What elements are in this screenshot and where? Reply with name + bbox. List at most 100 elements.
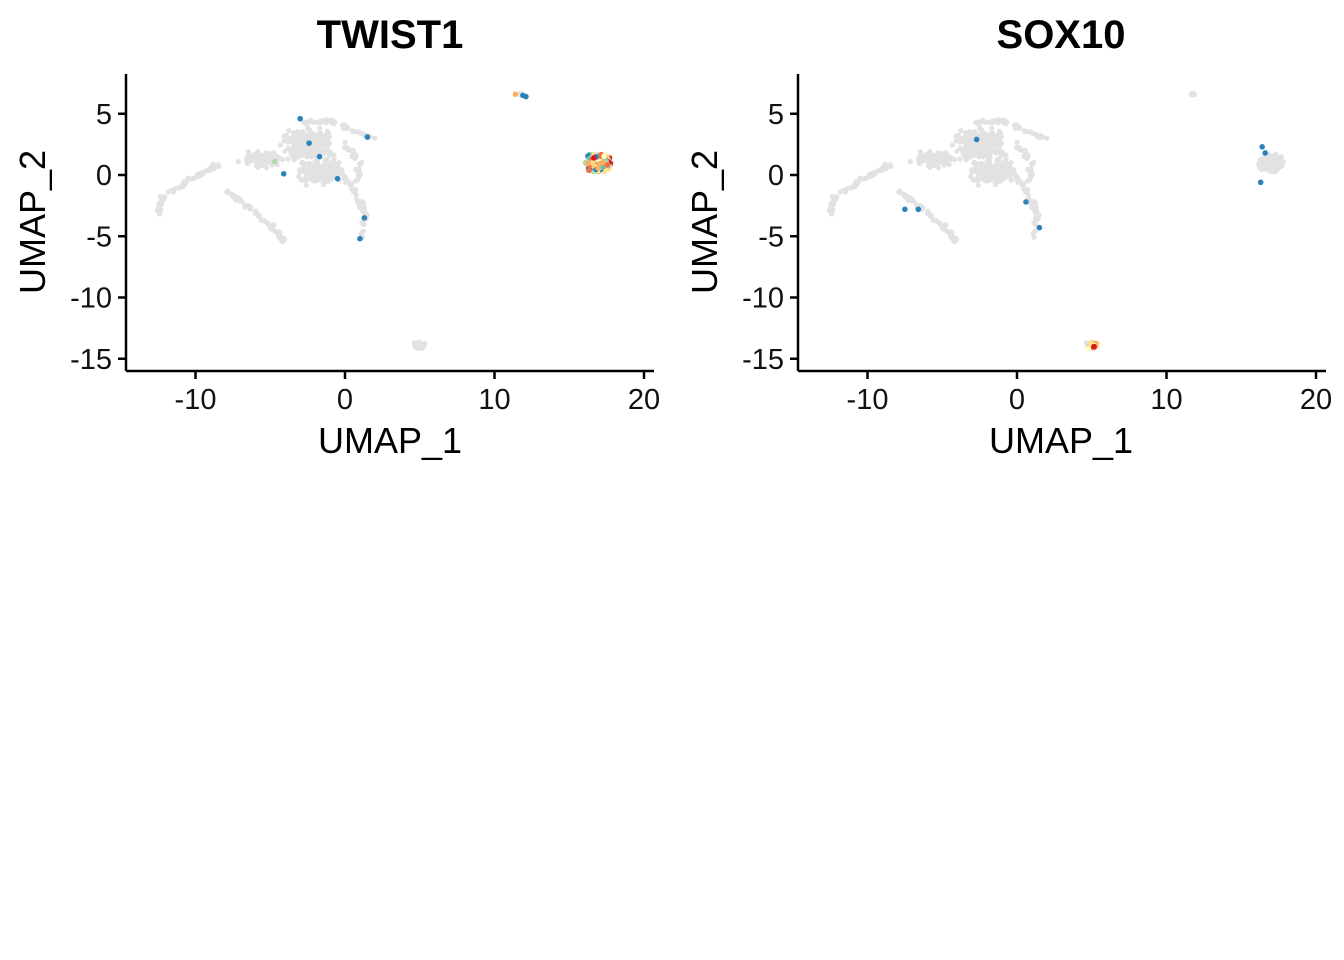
- background-cell: [869, 172, 875, 178]
- background-cell: [960, 136, 966, 142]
- background-cell: [979, 132, 985, 138]
- expressing-cell: [600, 164, 606, 170]
- background-cell: [978, 139, 984, 145]
- expressing-cell: [512, 91, 519, 97]
- background-cell: [358, 200, 364, 206]
- background-cell: [949, 142, 956, 148]
- background-cell: [1189, 92, 1195, 98]
- background-cell: [1031, 220, 1037, 226]
- background-cell: [1020, 181, 1027, 187]
- background-cell: [958, 128, 964, 134]
- expressing-cell: [334, 175, 341, 182]
- background-cell: [288, 136, 294, 142]
- background-cell: [356, 129, 362, 135]
- background-cell: [348, 186, 355, 192]
- background-cell: [335, 161, 341, 167]
- x-tick-label: -10: [847, 384, 889, 416]
- background-cell: [291, 144, 297, 151]
- background-cell: [977, 125, 983, 131]
- background-cell: [888, 163, 894, 169]
- expressing-cell: [1257, 179, 1264, 186]
- background-cell: [261, 156, 267, 162]
- background-cell: [323, 146, 329, 152]
- panel-title: SOX10: [997, 13, 1126, 57]
- background-cell: [324, 130, 330, 136]
- background-cell: [244, 157, 250, 163]
- background-cell: [316, 125, 323, 131]
- scatter-points: [826, 90, 1286, 352]
- expressing-cell: [364, 134, 371, 140]
- background-cell: [298, 177, 305, 183]
- background-cell: [321, 150, 327, 156]
- background-cell: [324, 156, 330, 162]
- background-cell: [299, 159, 305, 165]
- background-cell: [322, 168, 328, 174]
- background-cell: [339, 122, 346, 128]
- x-tick-label: 10: [478, 384, 510, 416]
- background-cell: [307, 160, 313, 167]
- background-cell: [939, 224, 945, 230]
- background-cell: [298, 151, 304, 158]
- expressing-cell: [280, 170, 287, 177]
- background-cell: [308, 117, 314, 123]
- background-cell: [908, 197, 914, 203]
- background-cell: [1011, 122, 1018, 128]
- background-cell: [257, 157, 263, 163]
- background-cell: [301, 132, 307, 138]
- background-cell: [970, 151, 976, 158]
- background-cell: [967, 136, 973, 142]
- background-cell: [307, 132, 313, 138]
- background-cell: [360, 205, 366, 212]
- background-cell: [828, 201, 834, 207]
- background-cell: [296, 167, 303, 173]
- background-cell: [973, 144, 979, 151]
- background-cell: [1008, 177, 1014, 183]
- background-cell: [943, 150, 949, 156]
- background-cell: [1016, 145, 1022, 151]
- expressing-cell: [1036, 224, 1043, 231]
- background-cell: [995, 120, 1001, 126]
- background-cell: [978, 172, 984, 178]
- background-cell: [996, 130, 1002, 136]
- background-cell: [307, 150, 313, 156]
- background-cell: [1044, 135, 1050, 141]
- x-axis-title: UMAP_1: [318, 420, 462, 461]
- background-cell: [992, 173, 998, 179]
- background-cell: [995, 146, 1001, 152]
- y-tick-label: 0: [768, 160, 784, 192]
- x-axis-title: UMAP_1: [989, 420, 1133, 461]
- background-cell: [295, 136, 301, 142]
- expressing-cell: [361, 215, 368, 221]
- background-cell: [359, 220, 365, 226]
- background-cell: [973, 166, 979, 173]
- expressing-cell: [316, 153, 323, 160]
- y-tick-label: -5: [758, 221, 784, 253]
- expressing-cell: [585, 160, 591, 167]
- background-cell: [326, 151, 332, 157]
- background-cell: [973, 132, 979, 138]
- background-cell: [247, 206, 254, 212]
- background-cell: [206, 166, 212, 172]
- expressing-cell: [586, 167, 592, 174]
- x-tick-label: 0: [337, 384, 353, 416]
- expressing-cell: [306, 140, 312, 146]
- background-cell: [941, 159, 947, 165]
- background-cell: [882, 166, 889, 172]
- background-cell: [286, 128, 292, 134]
- background-cell: [352, 155, 358, 161]
- background-cell: [980, 117, 986, 123]
- background-cell: [276, 156, 282, 162]
- background-cell: [301, 144, 307, 151]
- background-cell: [319, 138, 326, 144]
- y-axis-title: UMAP_2: [684, 150, 725, 294]
- background-cell: [919, 206, 926, 212]
- background-cell: [292, 149, 298, 156]
- background-cell: [929, 157, 935, 163]
- background-cell: [156, 201, 162, 207]
- background-cell: [852, 183, 858, 189]
- background-cell: [235, 158, 241, 165]
- background-cell: [827, 208, 833, 214]
- background-cell: [282, 148, 288, 154]
- background-cell: [230, 193, 236, 200]
- background-cell: [970, 177, 977, 183]
